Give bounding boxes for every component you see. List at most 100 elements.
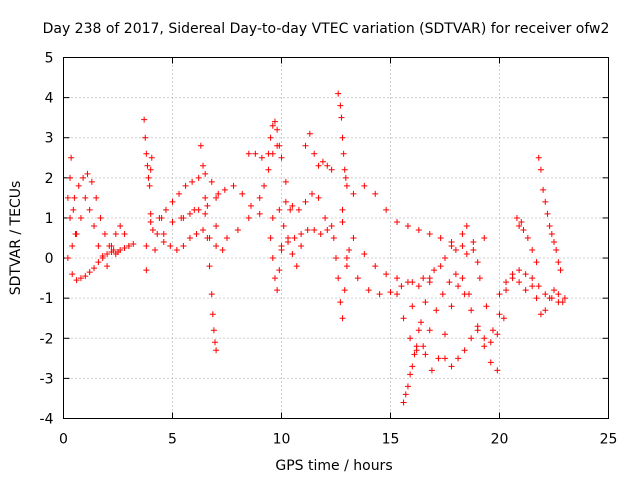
data-point <box>75 182 82 189</box>
data-point <box>407 335 414 342</box>
data-point <box>234 226 241 233</box>
data-point <box>208 291 215 298</box>
x-tick-label: 20 <box>491 432 509 448</box>
data-point <box>215 190 222 197</box>
data-point <box>537 166 544 173</box>
x-tick-label: 0 <box>59 432 68 448</box>
data-point <box>339 218 346 225</box>
data-point <box>455 283 462 290</box>
data-point <box>338 114 345 121</box>
data-point <box>337 299 344 306</box>
data-point <box>394 218 401 225</box>
data-point <box>276 267 283 274</box>
data-point <box>555 291 562 298</box>
data-point <box>269 214 276 221</box>
data-point <box>152 247 159 254</box>
data-point <box>239 190 246 197</box>
data-point <box>387 289 394 296</box>
data-point <box>559 299 566 306</box>
data-point <box>186 210 193 217</box>
y-tick-label: -2 <box>40 331 54 347</box>
data-point <box>91 265 98 272</box>
data-point <box>433 307 440 314</box>
data-point <box>442 355 448 362</box>
data-point <box>437 235 444 241</box>
data-point <box>176 190 183 197</box>
plot-frame <box>63 57 609 419</box>
data-point <box>311 150 318 157</box>
data-point <box>404 222 411 229</box>
data-point <box>476 275 483 282</box>
data-point <box>435 355 442 362</box>
data-point <box>555 259 562 266</box>
data-point <box>474 327 481 334</box>
data-point <box>400 399 407 406</box>
data-point <box>317 230 324 237</box>
data-point <box>551 287 557 294</box>
x-tick-label: 5 <box>168 432 177 448</box>
series-arc-30 <box>533 287 566 318</box>
series-arc-15 <box>278 222 335 254</box>
data-point <box>202 210 209 217</box>
data-point <box>213 222 220 229</box>
data-point <box>557 267 564 274</box>
data-point <box>529 283 536 290</box>
data-point <box>311 226 318 233</box>
data-point <box>354 275 361 282</box>
series-arc-21 <box>343 247 481 298</box>
series-arc-27 <box>496 267 568 306</box>
data-point <box>487 359 494 366</box>
data-point <box>394 275 401 282</box>
data-point <box>343 255 350 262</box>
series-arc-10 <box>197 142 220 354</box>
x-tick-label: 25 <box>600 432 618 448</box>
data-point <box>186 235 193 241</box>
data-point <box>426 279 433 286</box>
data-point <box>88 178 95 185</box>
data-point <box>322 214 329 221</box>
data-point <box>69 271 76 278</box>
data-point <box>93 194 100 201</box>
data-point <box>522 287 529 294</box>
data-point <box>496 311 503 318</box>
data-point <box>459 275 466 282</box>
data-point <box>202 170 209 177</box>
data-point <box>394 291 401 298</box>
data-point <box>448 243 455 250</box>
data-point <box>206 263 213 270</box>
data-point <box>256 210 263 217</box>
series-arc-9 <box>147 218 226 254</box>
data-point <box>383 271 390 278</box>
data-point <box>108 243 115 250</box>
data-point <box>121 245 128 252</box>
data-point <box>160 239 167 246</box>
data-point <box>291 235 298 241</box>
data-point <box>64 194 71 201</box>
data-point <box>144 162 151 169</box>
data-point <box>158 214 165 221</box>
data-point <box>180 243 187 250</box>
data-point <box>302 142 309 149</box>
data-point <box>147 210 154 217</box>
y-tick-label: -1 <box>40 291 54 307</box>
data-point <box>420 275 427 282</box>
data-point <box>546 222 553 229</box>
data-point <box>448 363 455 370</box>
data-point <box>420 343 427 350</box>
data-point <box>442 255 448 262</box>
data-point <box>160 230 167 237</box>
y-axis-label: SDTVAR / TECUs <box>8 181 24 296</box>
data-point <box>481 343 488 350</box>
series-arc-11 <box>245 118 283 161</box>
data-point <box>339 206 346 213</box>
data-point <box>337 102 344 109</box>
series-arc-1 <box>64 241 137 284</box>
data-point <box>271 118 278 125</box>
data-point <box>282 198 289 205</box>
data-point <box>400 315 407 322</box>
data-point <box>452 247 459 254</box>
data-point <box>470 247 477 254</box>
series-arc-6 <box>143 170 222 250</box>
data-point <box>173 247 180 254</box>
